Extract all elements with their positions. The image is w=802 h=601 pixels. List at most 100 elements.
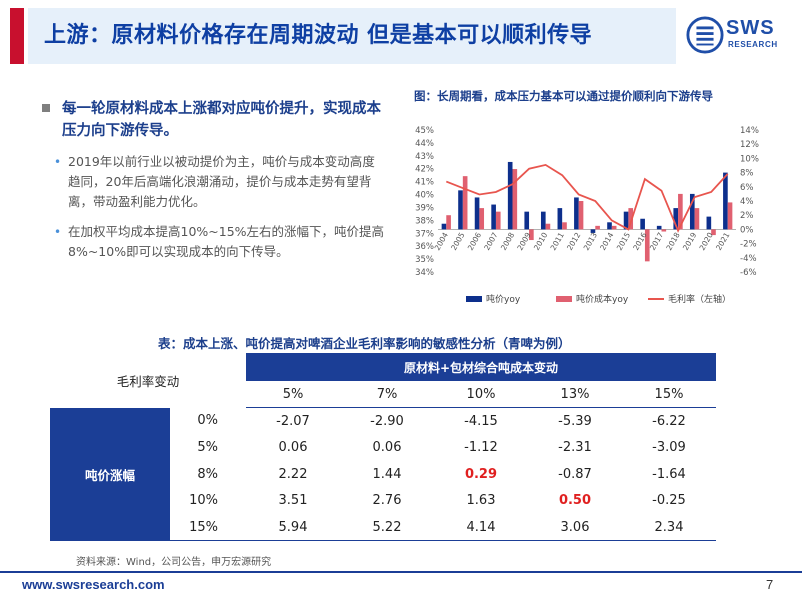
table-title: 表：成本上涨、吨价提高对啤酒企业毛利率影响的敏感性分析（青啤为例） xyxy=(158,336,571,351)
sub-bullet-1-text: 2019年以前行业以被动提价为主，吨价与成本变动高度趋同，20年后高端化浪潮涌动… xyxy=(68,154,375,209)
right-axis-tick-label: 14% xyxy=(740,126,759,136)
table-cell: -0.87 xyxy=(558,466,592,482)
left-axis-tick-label: 40% xyxy=(415,191,434,201)
page-number: 7 xyxy=(766,577,774,592)
table-cell: -2.07 xyxy=(276,413,310,429)
left-axis-tick-label: 45% xyxy=(415,126,434,136)
bar-cost-yoy xyxy=(678,193,683,230)
x-axis-tick-label: 2011 xyxy=(549,231,566,252)
dot-bullet-icon: • xyxy=(54,155,62,169)
column-header: 10% xyxy=(434,381,528,409)
table-cell: 3.06 xyxy=(528,513,622,542)
table-row: 10% 3.51 2.76 1.63 0.50 -0.25 xyxy=(50,487,716,514)
row-label: 5% xyxy=(197,439,218,455)
x-axis-tick-label: 2021 xyxy=(714,231,731,252)
bar-price-yoy xyxy=(474,197,480,230)
right-axis-tick-label: -2% xyxy=(740,240,757,250)
bar-cost-yoy xyxy=(711,229,716,236)
sub-bullet-1: • 2019年以前行业以被动提价为主，吨价与成本变动高度趋同，20年后高端化浪潮… xyxy=(54,152,386,212)
bar-price-yoy xyxy=(458,190,463,230)
table-cell: 2.76 xyxy=(372,493,402,509)
table-row: 15% 5.94 5.22 4.14 3.06 2.34 xyxy=(50,513,716,542)
margin-price-cost-chart: 34% 35% 36% 37% 38% 39% 40% 41% 42% 43% 44% 45% -6% -… xyxy=(415,126,759,305)
logo-subtitle: RESEARCH xyxy=(728,40,778,49)
sub-bullet-2-text: 在加权平均成本提高10%~15%左右的涨幅下，吨价提高8%~10%即可以实现成本… xyxy=(68,224,385,259)
square-bullet-icon xyxy=(42,104,50,112)
table-cell: 3.51 xyxy=(278,493,308,509)
bar-price-yoy xyxy=(557,208,563,230)
bar-price-yoy xyxy=(507,161,513,230)
row-label: 15% xyxy=(170,513,246,542)
x-axis-tick-label: 2014 xyxy=(598,231,615,252)
left-axis-tick-label: 37% xyxy=(415,229,434,239)
table-cell: -2.31 xyxy=(558,439,592,455)
bar-price-yoy xyxy=(441,223,447,230)
page-title: 上游：原材料价格存在周期波动 但是基本可以顺利传导 xyxy=(44,23,593,48)
column-header: 7% xyxy=(340,381,434,409)
bar-cost-yoy xyxy=(661,229,667,232)
bar-cost-yoy xyxy=(529,229,534,241)
table-cell: 0.06 xyxy=(372,439,402,455)
x-axis-tick-label: 2007 xyxy=(482,231,499,252)
bar-price-yoy xyxy=(640,218,645,230)
left-axis-tick-label: 39% xyxy=(415,203,434,213)
right-axis-tick-label: 8% xyxy=(740,169,754,179)
legend-label-margin: 毛利率（左轴） xyxy=(668,293,731,305)
bar-price-yoy xyxy=(689,193,695,230)
left-axis-tick-label: 41% xyxy=(415,178,434,188)
bar-price-yoy xyxy=(623,211,629,230)
x-axis-tick-label: 2010 xyxy=(532,231,549,252)
bar-price-yoy xyxy=(673,208,679,230)
main-bullet-text: 每一轮原材料成本上涨都对应吨价提升，实现成本压力向下游传导。 xyxy=(62,101,381,139)
bar-cost-yoy xyxy=(628,208,634,230)
bar-cost-yoy xyxy=(512,169,518,230)
chart-title: 图：长周期看，成本压力基本可以通过提价顺利向下游传导 xyxy=(414,89,713,103)
bar-price-yoy xyxy=(706,216,712,230)
bar-cost-yoy xyxy=(545,223,551,230)
table-row: 5% 0.06 0.06 -1.12 -2.31 -3.09 xyxy=(50,434,716,461)
bar-cost-yoy xyxy=(479,208,485,230)
legend-swatch-cost xyxy=(556,296,572,302)
cost-change-banner: 原材料+包材综合吨成本变动 xyxy=(246,353,716,381)
left-axis-tick-label: 35% xyxy=(415,255,434,265)
dot-bullet-icon: • xyxy=(54,225,62,239)
legend-label-cost: 吨价成本yoy xyxy=(576,293,629,305)
right-axis-tick-label: 2% xyxy=(740,211,754,221)
bar-price-yoy xyxy=(723,172,728,230)
table-cell: 4.14 xyxy=(434,513,528,542)
x-axis-tick-label: 2013 xyxy=(582,231,599,252)
left-axis-tick-label: 43% xyxy=(415,152,434,162)
x-axis-tick-label: 2005 xyxy=(449,231,466,252)
bar-price-yoy xyxy=(524,211,530,230)
table-cell: -2.90 xyxy=(370,413,404,429)
right-axis-tick-label: 6% xyxy=(740,183,754,193)
highlighted-cell: 0.29 xyxy=(464,466,498,482)
bar-cost-yoy xyxy=(694,208,700,230)
table-row: 8% 2.22 1.44 0.29 -0.87 -1.64 xyxy=(50,461,716,488)
right-axis-tick-label: 4% xyxy=(740,197,754,207)
bar-cost-yoy xyxy=(578,201,584,230)
row-label: 10% xyxy=(189,493,218,509)
logo-wordmark: SWS xyxy=(726,17,775,39)
table-cell: -5.39 xyxy=(558,413,592,429)
table-cell: 2.22 xyxy=(278,466,308,482)
table-cell: -3.09 xyxy=(652,439,686,455)
bar-cost-yoy xyxy=(611,225,617,230)
left-axis-tick-label: 44% xyxy=(415,139,434,149)
left-axis-tick-label: 38% xyxy=(415,216,434,226)
column-header: 13% xyxy=(528,381,622,409)
sensitivity-table: 毛利率变动 原材料+包材综合吨成本变动 5% 7% 10% 13% 15% 吨价… xyxy=(50,353,716,542)
footer-url-link[interactable]: www.swsresearch.com xyxy=(22,577,165,592)
sub-bullet-2: • 在加权平均成本提高10%~15%左右的涨幅下，吨价提高8%~10%即可以实现… xyxy=(54,222,386,262)
x-axis-tick-label: 2019 xyxy=(681,231,698,252)
x-axis-tick-label: 2012 xyxy=(565,231,582,252)
right-axis-tick-label: -4% xyxy=(740,254,757,264)
title-banner xyxy=(28,8,676,64)
line-gross-margin xyxy=(445,163,729,233)
sws-logo-icon xyxy=(686,16,724,54)
table-cell: 2.34 xyxy=(622,513,716,542)
table-cell: -4.15 xyxy=(464,413,498,429)
table-cell: -0.25 xyxy=(652,493,686,509)
source-note: 资料来源：Wind，公司公告，申万宏源研究 xyxy=(76,557,272,568)
bar-cost-yoy xyxy=(446,215,451,230)
